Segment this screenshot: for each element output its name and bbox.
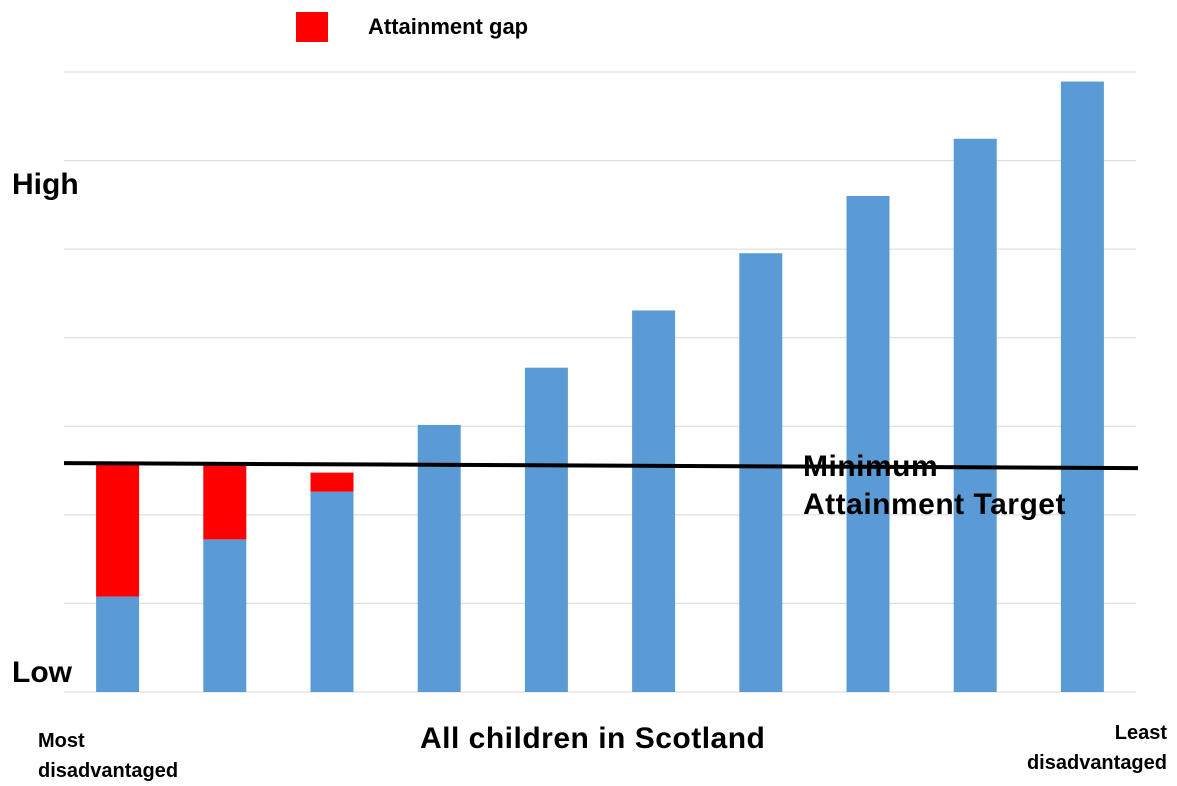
bar-1: [96, 596, 140, 692]
gap-bar-3: [310, 472, 354, 492]
x-axis-right-label: Least disadvantaged: [1027, 718, 1167, 778]
bar-5: [524, 367, 568, 692]
bar-2: [203, 539, 247, 692]
minimum-attainment-target-line: [63, 461, 1139, 471]
bar-10: [1060, 81, 1104, 693]
gap-bar-2: [203, 463, 247, 540]
legend-label: Attainment gap: [368, 14, 529, 39]
target-label: Minimum Attainment Target: [803, 448, 1066, 524]
x-axis-left-label-text: Most disadvantaged: [38, 730, 179, 782]
bar-7: [739, 253, 783, 692]
bar-4: [417, 424, 461, 692]
y-axis-high-label: High: [12, 168, 79, 201]
bar-6: [632, 310, 676, 692]
x-axis-left-label: Most disadvantaged: [38, 726, 178, 786]
y-axis-low-label: Low: [12, 656, 72, 689]
legend-swatch-attainment-gap: [296, 12, 328, 42]
bars: [96, 81, 1104, 693]
target-label-text: Minimum Attainment Target: [803, 450, 1066, 521]
x-axis-right-label-text: Least disadvantaged: [1026, 722, 1167, 774]
bar-9: [953, 138, 997, 692]
bar-8: [846, 196, 890, 692]
gap-bar-1: [96, 463, 140, 597]
bar-3: [310, 491, 354, 692]
x-axis-title: All children in Scotland: [420, 722, 766, 755]
